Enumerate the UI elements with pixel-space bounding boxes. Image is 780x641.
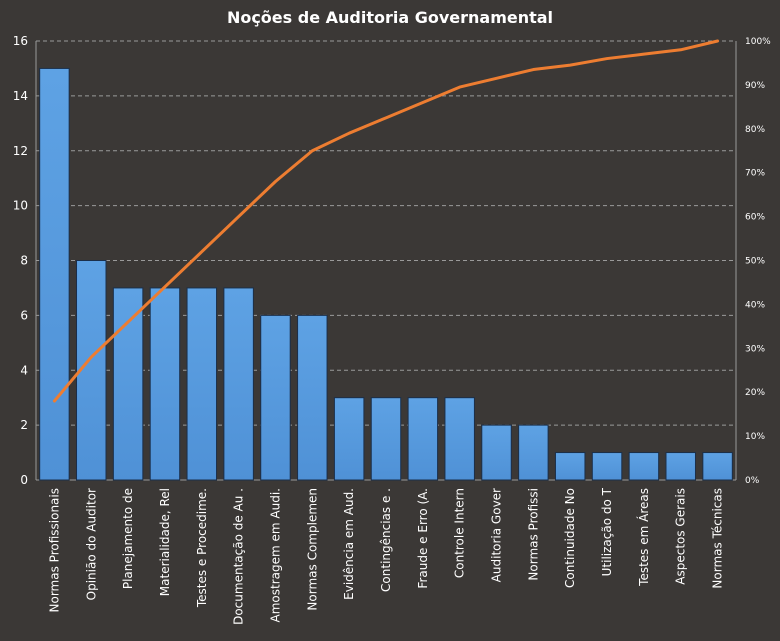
bar (407, 397, 439, 481)
cumulative-line-series (52, 39, 720, 403)
category-label: Planejamento de (121, 488, 135, 589)
category-label: Normas Complemen (305, 488, 319, 611)
category-label: Normas Profissionais (47, 488, 61, 612)
left-tick-label: 4 (20, 363, 28, 377)
left-tick-label: 0 (20, 473, 28, 487)
category-label: Continuidade No (563, 488, 577, 588)
bar (149, 287, 181, 481)
category-label: Testes em Áreas (636, 488, 651, 587)
left-tick-label: 16 (13, 34, 28, 48)
right-tick-label: 40% (745, 300, 765, 310)
category-label: Normas Técnicas (711, 488, 725, 589)
category-label: Auditoria Gover (490, 488, 504, 582)
right-axis-ticks: 0% 10% 20% 30% 40% 50% 60% 70% 80% 90% 100% (745, 37, 771, 486)
bar-series (39, 67, 733, 481)
category-label: Normas Profissi (526, 488, 540, 581)
right-tick-label: 80% (745, 125, 765, 135)
left-tick-label: 12 (13, 144, 28, 158)
bar (370, 397, 402, 481)
bar (481, 424, 512, 481)
chart-title: Noções de Auditoria Governamental (227, 8, 553, 27)
category-label: Opinião do Auditor (84, 488, 98, 600)
category-label: Fraude e Erro (A. (416, 488, 430, 589)
bar (260, 314, 291, 481)
cumulative-line (52, 39, 720, 403)
right-tick-label: 60% (745, 213, 765, 223)
right-tick-label: 70% (745, 169, 765, 179)
right-tick-label: 50% (745, 257, 765, 267)
category-label: Controle Intern (453, 488, 467, 578)
left-tick-label: 8 (20, 254, 28, 268)
bar (39, 67, 70, 481)
bar (628, 452, 660, 481)
right-tick-label: 90% (745, 81, 765, 91)
bar (223, 287, 254, 481)
bar (297, 314, 328, 481)
category-label: Amostragem em Audi. (268, 488, 282, 622)
category-label: Evidência em Aud. (342, 488, 356, 600)
category-label: Documentação de Au . (232, 488, 246, 625)
left-tick-label: 6 (20, 308, 28, 322)
category-label: Materialidade, Rel (158, 488, 172, 596)
right-tick-label: 30% (745, 344, 765, 354)
bar (186, 287, 218, 481)
bar (333, 397, 365, 481)
category-label: Contingências e . (379, 488, 393, 592)
bar (702, 452, 733, 481)
category-label: Utilização do T (600, 487, 614, 576)
bar (518, 424, 549, 481)
left-tick-label: 10 (13, 199, 28, 213)
category-labels: Normas Profissionais Opinião do Auditor Pl… (47, 487, 724, 625)
bar (591, 452, 623, 481)
bar (554, 452, 586, 481)
bar (112, 287, 144, 481)
right-tick-label: 100% (745, 37, 771, 47)
category-label: Testes e Procedime. (195, 488, 209, 608)
left-tick-label: 14 (13, 89, 28, 103)
bar (444, 397, 475, 481)
right-tick-label: 20% (745, 388, 765, 398)
bar (665, 452, 696, 481)
left-axis-ticks: 0 2 4 6 8 10 12 14 16 (13, 34, 28, 487)
right-tick-label: 10% (745, 432, 765, 442)
category-label: Aspectos Gerais (674, 488, 688, 585)
left-tick-label: 2 (20, 418, 28, 432)
right-tick-label: 0% (745, 476, 760, 486)
